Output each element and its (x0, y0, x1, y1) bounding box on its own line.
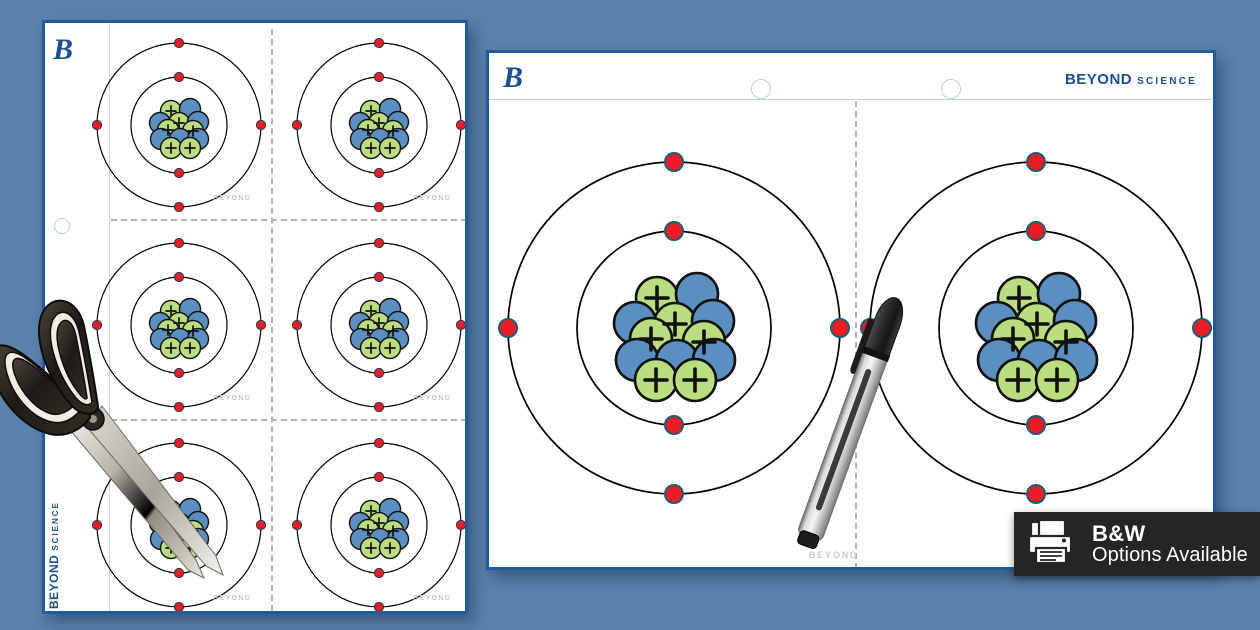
sheet-watermark: BEYOND (413, 395, 452, 402)
printer-icon (1027, 518, 1080, 570)
two-up-worksheet-sheet[interactable]: B BEYOND SCIENCE (486, 50, 1216, 570)
bw-badge-text: B&W Options Available (1092, 520, 1248, 567)
atom-diagram (860, 152, 1212, 504)
punch-hole (751, 79, 771, 99)
brand-name-sub: SCIENCE (1137, 76, 1197, 87)
sheet-watermark: BEYOND (213, 395, 252, 402)
sheet-watermark: BEYOND (413, 595, 452, 602)
sheet-watermark: BEYOND (213, 595, 252, 602)
cut-guide-vertical (271, 29, 273, 611)
cut-guide-horizontal-1 (111, 219, 465, 221)
atom-diagram (289, 29, 465, 215)
sheet-watermark: BEYOND (413, 195, 452, 202)
sheet-watermark: BEYOND (809, 550, 859, 560)
atom-diagram (498, 152, 850, 504)
brand-logo-icon: B (503, 63, 531, 95)
punch-hole (54, 218, 70, 234)
left-margin-rule (109, 23, 110, 611)
atom-diagram (89, 29, 269, 215)
punch-hole (941, 79, 961, 99)
atom-diagram (289, 429, 465, 611)
brand-name-main: BEYOND (1064, 71, 1133, 88)
brand-wordmark: BEYOND SCIENCE (1065, 71, 1197, 89)
bw-options-badge[interactable]: B&W Options Available (1014, 512, 1260, 576)
sheet-watermark: BEYOND (213, 195, 252, 202)
bw-badge-subtitle: Options Available (1092, 544, 1248, 567)
six-up-worksheet-sheet[interactable]: B BEYONDSCIENCE (42, 20, 468, 614)
bw-badge-title: B&W (1092, 520, 1146, 546)
scissors-prop (0, 288, 230, 598)
header-rule (489, 99, 1213, 100)
atom-diagram (89, 229, 269, 415)
ballpoint-pen-prop (790, 288, 910, 568)
atom-diagram (289, 229, 465, 415)
brand-logo-icon: B (53, 35, 81, 67)
cut-guide-horizontal-2 (111, 419, 465, 421)
cut-guide-vertical (855, 101, 857, 567)
